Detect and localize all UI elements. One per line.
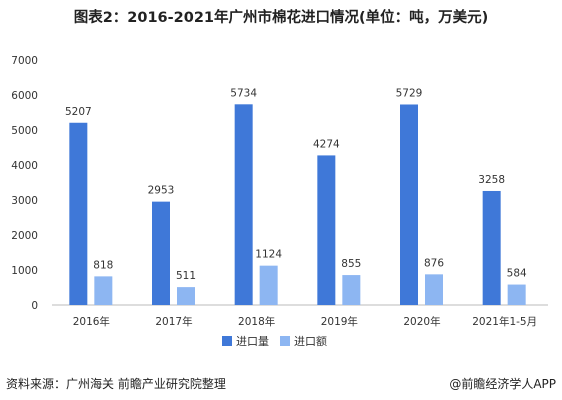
data-label-import-volume: 2953 (148, 185, 175, 197)
bar-import-value (259, 265, 278, 305)
data-label-import-value: 584 (507, 268, 527, 280)
bar-import-volume (482, 190, 501, 305)
legend: 进口量 进口额 (222, 335, 327, 348)
bar-import-value (177, 287, 195, 305)
x-tick-label: 2018年 (238, 315, 275, 328)
x-tick-label: 2019年 (321, 315, 358, 328)
data-label-import-volume: 5207 (65, 106, 92, 118)
bar-series-group (69, 104, 526, 305)
y-tick-label: 2000 (11, 230, 38, 242)
chart-title: 图表2：2016-2021年广州市棉花进口情况(单位：吨，万美元) (73, 10, 489, 26)
bar-import-volume (234, 104, 253, 305)
data-label-import-value: 1124 (255, 249, 282, 261)
data-label-import-volume: 3258 (478, 174, 505, 186)
data-label-import-value: 855 (341, 258, 361, 270)
data-labels-group: 5207 818 2953 511 5734 1124 4274 855 5729 876 3258… (65, 87, 527, 282)
bar-import-value (94, 276, 113, 305)
brand-credit: @前瞻经济学人APP (449, 377, 556, 391)
y-tick-label: 4000 (11, 160, 38, 172)
bar-import-volume (400, 104, 418, 305)
bar-import-value (425, 274, 443, 305)
bar-import-volume (69, 122, 88, 305)
y-tick-label: 7000 (11, 55, 38, 67)
y-tick-label: 5000 (11, 125, 38, 137)
data-label-import-volume: 4274 (313, 138, 340, 150)
data-label-import-volume: 5734 (230, 87, 257, 99)
x-tick-label: 2021年1-5月 (472, 315, 537, 328)
data-label-import-value: 511 (176, 270, 196, 282)
bar-import-value (342, 275, 361, 305)
y-tick-label: 6000 (11, 90, 38, 102)
legend-swatch-import-value (280, 336, 290, 346)
bar-import-value (507, 284, 526, 305)
x-tick-label: 2017年 (155, 315, 192, 328)
y-tick-label: 3000 (11, 195, 38, 207)
x-tick-label: 2016年 (73, 315, 110, 328)
data-label-import-value: 818 (93, 259, 113, 271)
y-axis-ticks: 0 1000 2000 3000 4000 5000 6000 7000 (11, 55, 38, 312)
legend-label-import-volume: 进口量 (236, 335, 269, 348)
source-note: 资料来源：广州海关 前瞻产业研究院整理 (6, 377, 226, 391)
legend-label-import-value: 进口额 (294, 335, 327, 348)
x-axis-ticks: 2016年 2017年 2018年 2019年 2020年 2021年1-5月 (73, 315, 537, 328)
bar-import-volume (152, 201, 170, 305)
data-label-import-volume: 5729 (396, 87, 423, 99)
legend-swatch-import-volume (222, 336, 232, 346)
data-label-import-value: 876 (424, 257, 444, 269)
bar-import-volume (317, 155, 336, 305)
x-tick-label: 2020年 (403, 315, 440, 328)
y-tick-label: 0 (31, 300, 38, 312)
y-tick-label: 1000 (11, 265, 38, 277)
